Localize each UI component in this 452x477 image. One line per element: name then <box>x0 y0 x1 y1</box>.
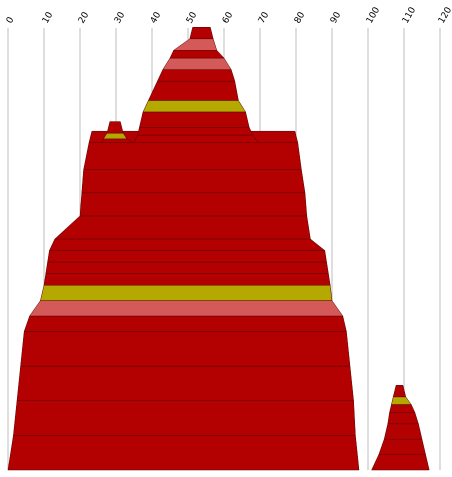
x-tick-label: 10 <box>41 10 56 25</box>
band-4-1 <box>371 454 430 471</box>
band-2-2 <box>137 127 254 136</box>
x-tick-label: 70 <box>257 10 272 25</box>
band-1-2 <box>13 400 356 436</box>
band-4-2 <box>378 438 426 455</box>
x-tick-label: 0 <box>5 15 17 25</box>
shape-1 <box>7 130 360 471</box>
band-3-3 <box>106 121 124 134</box>
band-1-10 <box>47 250 327 263</box>
band-1-12 <box>54 215 311 240</box>
band-2-10 <box>189 27 214 40</box>
band-2-3 <box>139 111 250 128</box>
band-1-1 <box>7 435 360 471</box>
band-1-6 <box>29 300 344 317</box>
x-tick-label: 110 <box>401 5 418 25</box>
band-2-8 <box>169 50 225 59</box>
band-1-15 <box>83 142 302 170</box>
band-4-6 <box>391 396 412 405</box>
x-tick-label: 100 <box>365 5 382 25</box>
x-tick-label: 60 <box>221 10 236 25</box>
band-4-4 <box>387 412 419 425</box>
plot-area <box>7 27 430 471</box>
band-4-5 <box>389 404 416 413</box>
x-tick-label: 50 <box>185 10 200 25</box>
band-2-5 <box>148 80 239 101</box>
band-2-7 <box>162 57 232 70</box>
x-tick-label: 120 <box>437 5 452 25</box>
band-1-3 <box>16 365 354 401</box>
x-tick-label: 40 <box>149 10 164 25</box>
band-3-2 <box>102 132 128 140</box>
band-4-7 <box>392 385 407 398</box>
band-1-7 <box>40 284 333 301</box>
band-1-9 <box>45 261 329 274</box>
shape-4 <box>371 385 430 471</box>
x-tick-label: 30 <box>113 10 128 25</box>
band-1-8 <box>43 273 331 286</box>
x-tick-label: 20 <box>77 10 92 25</box>
shape-2 <box>133 27 259 143</box>
band-1-4 <box>20 331 351 367</box>
band-2-6 <box>157 69 236 82</box>
band-2-4 <box>142 100 247 113</box>
x-tick-label: 80 <box>293 10 308 25</box>
band-1-13 <box>79 192 308 217</box>
band-2-9 <box>172 38 218 51</box>
x-axis-ticks: 0 10 20 30 40 50 60 70 80 90 100 110 120 <box>5 5 452 25</box>
shape-3 <box>101 121 135 143</box>
band-1-11 <box>49 238 326 251</box>
x-tick-label: 90 <box>329 10 344 25</box>
band-4-3 <box>383 423 423 440</box>
band-1-14 <box>81 169 306 194</box>
band-2-1 <box>133 134 259 143</box>
band-1-5 <box>23 315 347 332</box>
